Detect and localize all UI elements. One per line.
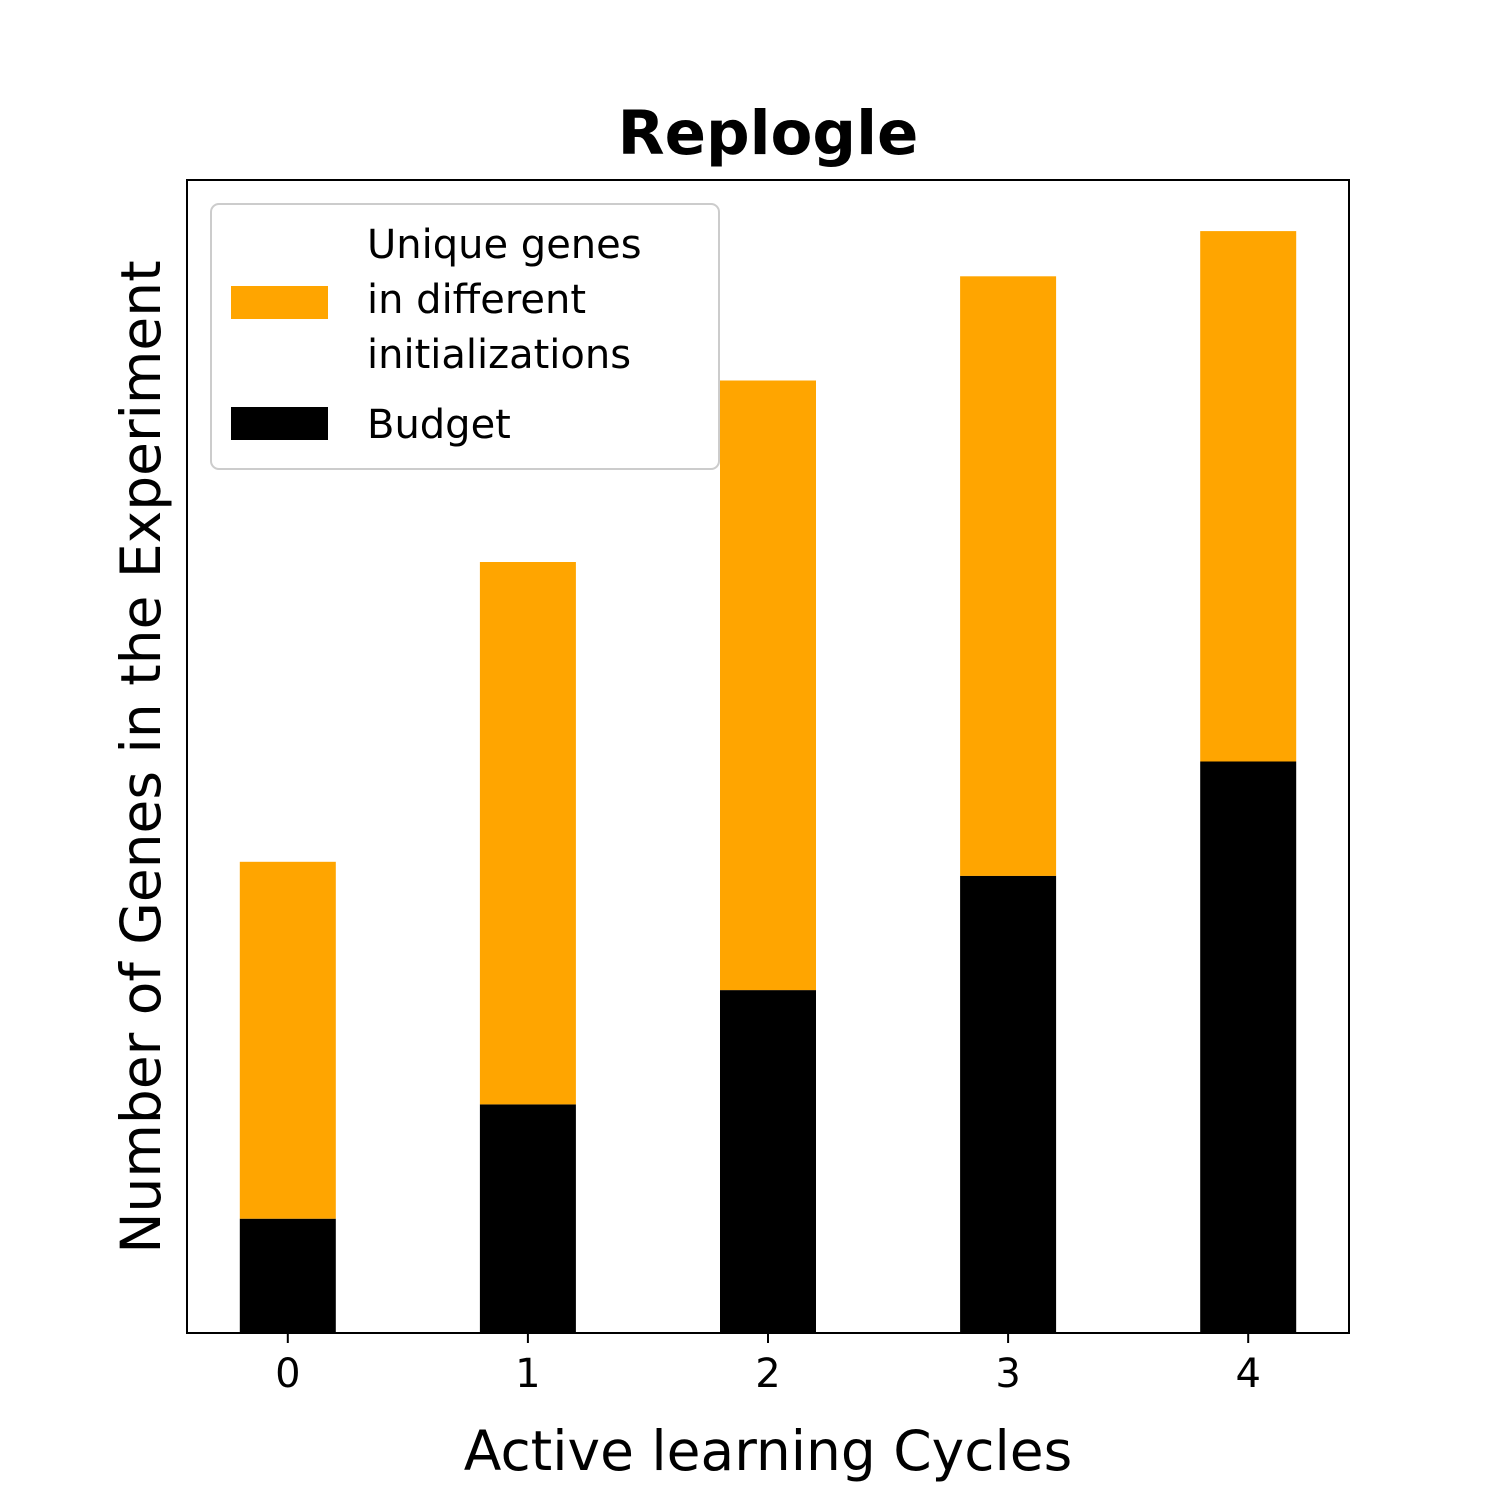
legend-frame	[210, 203, 720, 470]
legend-swatch-budget	[231, 407, 328, 440]
legend-label-unique-genes-line-2: in different	[367, 277, 586, 323]
bar-unique-genes-cycle-0	[239, 861, 336, 1219]
bar-budget-cycle-1	[479, 1104, 576, 1333]
legend-label-unique-genes-line-3: initializations	[367, 332, 631, 378]
x-tick-label-0: 0	[275, 1351, 300, 1397]
bar-unique-genes-cycle-3	[960, 276, 1057, 876]
legend: Unique genes in different initialization…	[210, 203, 720, 470]
legend-label-unique-genes-line-1: Unique genes	[367, 222, 642, 268]
legend-swatch-unique-genes	[231, 286, 328, 319]
x-tick-label-3: 3	[995, 1351, 1020, 1397]
bar-unique-genes-cycle-2	[720, 380, 816, 991]
bar-budget-cycle-2	[720, 990, 816, 1333]
bars-group	[239, 231, 1297, 1333]
legend-label-budget: Budget	[367, 402, 511, 448]
bar-unique-genes-cycle-4	[1200, 231, 1297, 762]
bar-budget-cycle-0	[239, 1218, 336, 1333]
y-axis-label: Number of Genes in the Experiment	[109, 260, 173, 1253]
x-tick-label-4: 4	[1235, 1351, 1260, 1397]
x-tick-label-2: 2	[755, 1351, 780, 1397]
bar-unique-genes-cycle-1	[479, 562, 576, 1105]
chart-title: Replogle	[618, 98, 919, 169]
x-axis-label: Active learning Cycles	[464, 1419, 1072, 1483]
x-ticks-group: 0 1 2 3 4	[275, 1333, 1261, 1397]
bar-budget-cycle-4	[1200, 761, 1297, 1333]
x-tick-label-1: 1	[515, 1351, 540, 1397]
bar-budget-cycle-3	[960, 875, 1057, 1333]
